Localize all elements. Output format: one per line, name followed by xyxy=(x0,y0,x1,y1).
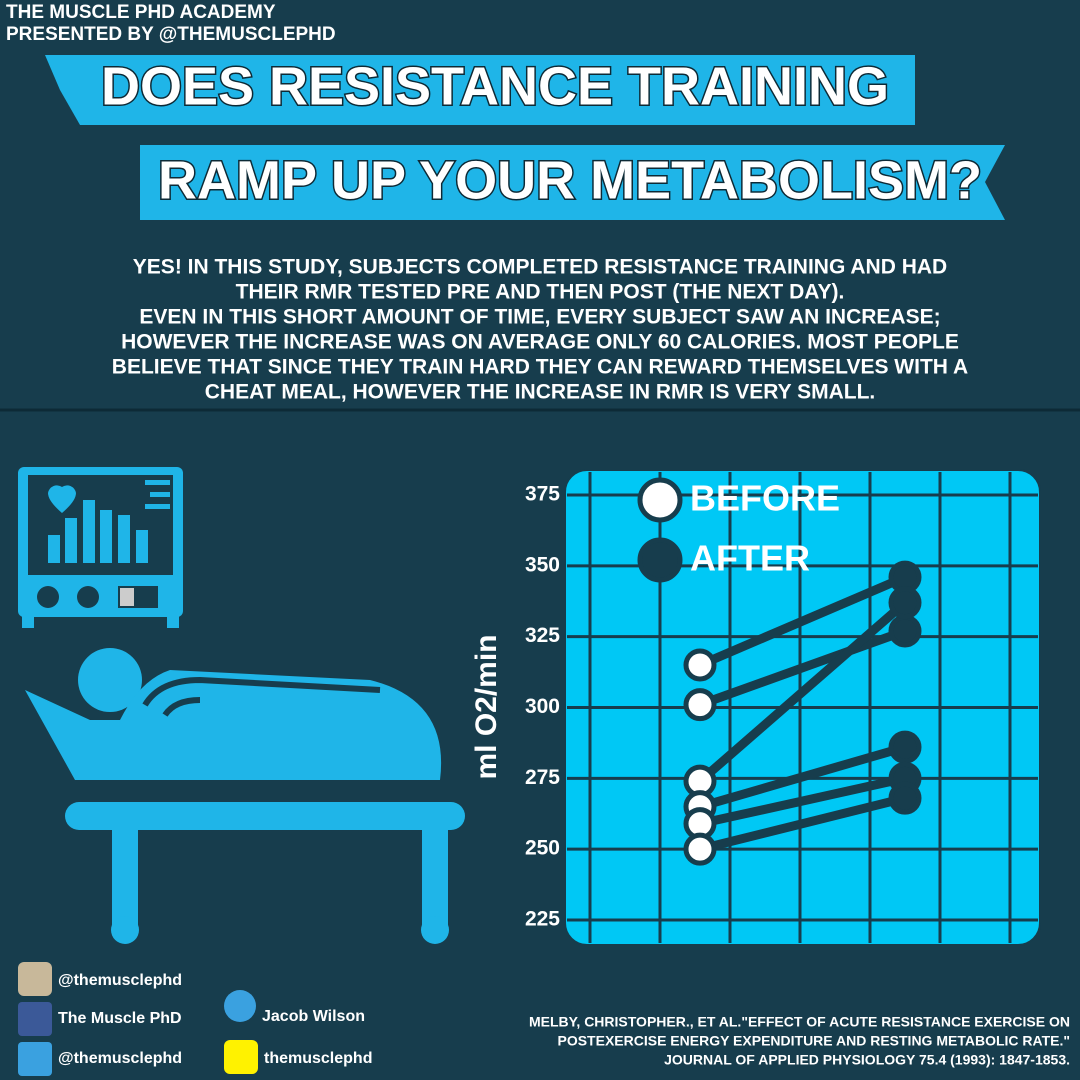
y-tick-label: 325 xyxy=(525,624,560,647)
patient-icon xyxy=(25,648,465,944)
series-line xyxy=(697,599,908,785)
citation-line: MELBY, CHRISTOPHER., ET AL."EFFECT OF AC… xyxy=(529,1014,1070,1030)
series-line xyxy=(698,626,907,709)
y-tick-label: 300 xyxy=(525,695,560,718)
series-line xyxy=(699,773,906,829)
y-tick-label: 275 xyxy=(525,766,560,789)
social: @themusclephd The Muscle PhD @themusclep… xyxy=(18,962,372,1076)
social-handle[interactable]: themusclephd xyxy=(264,1050,372,1067)
legend-marker xyxy=(637,477,683,523)
title: DOES RESISTANCE TRAINING xyxy=(101,56,889,116)
summary-line: YES! IN THIS STUDY, SUBJECTS COMPLETED R… xyxy=(133,256,947,279)
data-point xyxy=(683,832,717,866)
series-line xyxy=(698,742,907,811)
legend-label: AFTER xyxy=(690,538,810,579)
title: RAMP UP YOUR METABOLISM? xyxy=(158,150,982,210)
summary-line: EVEN IN THIS SHORT AMOUNT OF TIME, EVERY… xyxy=(139,306,940,329)
banner xyxy=(140,145,1005,220)
data-point xyxy=(888,614,922,648)
twitter-icon xyxy=(18,1042,52,1076)
facebook-icon xyxy=(18,1002,52,1036)
social-handle[interactable]: @themusclephd xyxy=(58,972,182,989)
series-line xyxy=(698,793,907,854)
instagram-icon xyxy=(18,962,52,996)
banner xyxy=(45,55,915,125)
snapchat-icon xyxy=(224,1040,258,1074)
data-point xyxy=(888,586,922,620)
chart: 225 250 275 300 325 350 375 ml O2/min BEFORE AFTE… xyxy=(470,477,1038,931)
citation: MELBY, CHRISTOPHER., ET AL."EFFECT OF AC… xyxy=(529,1014,1070,1068)
series-line xyxy=(698,573,907,670)
y-tick-label: 250 xyxy=(525,837,560,860)
summary-line: BELIEVE THAT SINCE THEY TRAIN HARD THEY … xyxy=(112,356,968,379)
summary: YES! IN THIS STUDY, SUBJECTS COMPLETED R… xyxy=(112,256,968,404)
periscope-icon xyxy=(224,990,256,1022)
social-handle[interactable]: The Muscle PhD xyxy=(58,1010,182,1027)
citation-line: JOURNAL OF APPLIED PHYSIOLOGY 75.4 (1993… xyxy=(664,1052,1070,1068)
summary-line: HOWEVER THE INCREASE WAS ON AVERAGE ONLY… xyxy=(121,331,959,354)
data-point xyxy=(683,648,717,682)
y-tick-label: 375 xyxy=(525,483,560,506)
data-point xyxy=(888,730,922,764)
summary-line: CHEAT MEAL, HOWEVER THE INCREASE IN RMR … xyxy=(205,381,875,404)
data-point xyxy=(683,688,717,722)
legend-label: BEFORE xyxy=(690,478,840,519)
y-tick-label: 225 xyxy=(525,908,560,931)
social-handle[interactable]: @themusclephd xyxy=(58,1050,182,1067)
y-tick-label: 350 xyxy=(525,553,560,576)
social-handle[interactable]: Jacob Wilson xyxy=(262,1008,365,1025)
legend-marker xyxy=(637,537,683,583)
y-axis-label: ml O2/min xyxy=(470,634,503,779)
brand: THE MUSCLE PHD ACADEMY xyxy=(6,2,276,23)
citation-line: POSTEXERCISE ENERGY EXPENDITURE AND REST… xyxy=(557,1033,1070,1049)
monitor-icon xyxy=(18,467,183,628)
data-point xyxy=(888,781,922,815)
brand: PRESENTED BY @THEMUSCLEPHD xyxy=(6,24,336,45)
summary-line: THEIR RMR TESTED PRE AND THEN POST (THE … xyxy=(236,281,845,304)
